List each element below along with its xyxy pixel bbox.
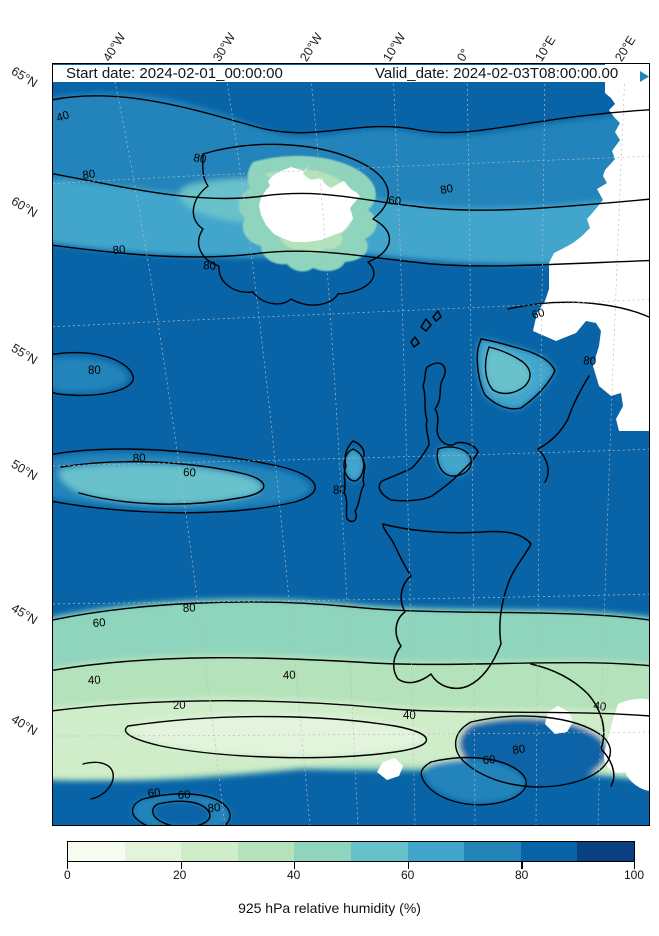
svg-text:80: 80 (203, 260, 216, 273)
svg-text:60: 60 (482, 754, 496, 767)
svg-text:60: 60 (92, 617, 106, 630)
svg-text:60: 60 (147, 787, 161, 800)
svg-text:60: 60 (388, 195, 402, 208)
svg-text:80: 80 (583, 355, 597, 368)
svg-text:80: 80 (207, 802, 221, 815)
svg-text:80: 80 (183, 602, 196, 615)
svg-text:80: 80 (82, 168, 96, 182)
svg-text:40: 40 (88, 675, 101, 687)
svg-text:40: 40 (283, 670, 296, 682)
svg-text:40: 40 (403, 710, 416, 722)
svg-text:80: 80 (333, 485, 346, 497)
svg-text:60: 60 (177, 789, 191, 802)
svg-text:80: 80 (88, 365, 101, 377)
svg-text:20: 20 (173, 700, 186, 712)
svg-text:40: 40 (593, 700, 607, 714)
svg-text:80: 80 (112, 244, 126, 257)
svg-text:80: 80 (439, 183, 454, 197)
svg-text:60: 60 (183, 467, 196, 479)
svg-text:80: 80 (512, 743, 526, 757)
svg-text:80: 80 (133, 452, 146, 465)
svg-text:80: 80 (192, 152, 207, 166)
